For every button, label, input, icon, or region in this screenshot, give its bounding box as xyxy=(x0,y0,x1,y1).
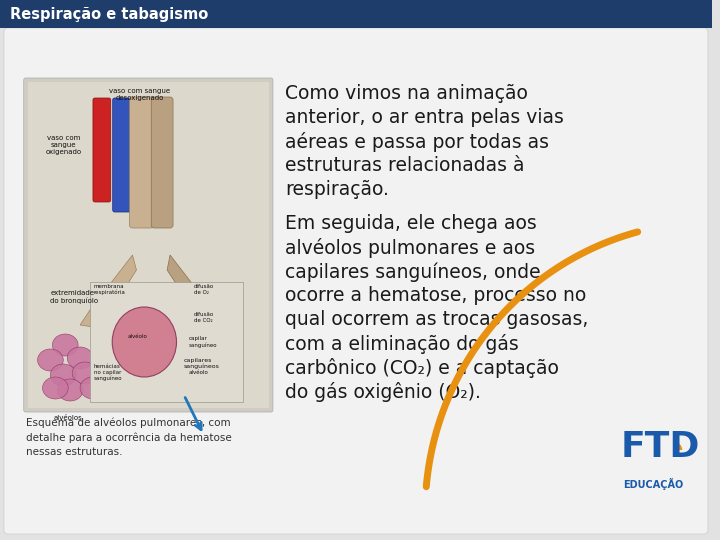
Ellipse shape xyxy=(53,334,78,356)
FancyBboxPatch shape xyxy=(93,98,111,202)
Ellipse shape xyxy=(112,307,176,377)
FancyBboxPatch shape xyxy=(24,78,273,412)
Ellipse shape xyxy=(187,335,211,355)
Text: difusão
de O₂: difusão de O₂ xyxy=(194,284,214,295)
Bar xyxy=(0,0,712,28)
Wedge shape xyxy=(675,442,683,450)
Text: vaso com sangue
desoxigenado: vaso com sangue desoxigenado xyxy=(109,88,170,101)
FancyArrowPatch shape xyxy=(185,397,201,430)
Text: carbônico (CO₂) e a captação: carbônico (CO₂) e a captação xyxy=(285,358,559,378)
Bar xyxy=(27,82,269,408)
Text: com a eliminação do gás: com a eliminação do gás xyxy=(285,334,518,354)
Text: ocorre a hematose, processo no: ocorre a hematose, processo no xyxy=(285,286,586,305)
Text: vaso com
sangue
oxigenado: vaso com sangue oxigenado xyxy=(45,135,81,155)
Text: EDUCAÇÃO: EDUCAÇÃO xyxy=(623,478,683,490)
Text: Como vimos na animação: Como vimos na animação xyxy=(285,84,528,103)
FancyBboxPatch shape xyxy=(130,97,153,228)
Text: aéreas e passa por todas as: aéreas e passa por todas as xyxy=(285,132,549,152)
FancyBboxPatch shape xyxy=(151,97,173,228)
Text: respiração.: respiração. xyxy=(285,180,389,199)
Text: alvéolos: alvéolos xyxy=(53,415,82,421)
Text: Respiração e tabagismo: Respiração e tabagismo xyxy=(10,6,208,22)
Ellipse shape xyxy=(199,378,223,398)
Ellipse shape xyxy=(174,348,198,368)
Text: capilares sanguíneos, onde: capilares sanguíneos, onde xyxy=(285,262,541,281)
FancyBboxPatch shape xyxy=(113,98,130,212)
FancyBboxPatch shape xyxy=(4,28,708,534)
Ellipse shape xyxy=(192,363,215,383)
Text: qual ocorrem as trocas gasosas,: qual ocorrem as trocas gasosas, xyxy=(285,310,588,329)
Text: hemácias
no capilar
sanguíneo: hemácias no capilar sanguíneo xyxy=(94,364,122,381)
Ellipse shape xyxy=(80,377,106,399)
Ellipse shape xyxy=(207,348,230,368)
Ellipse shape xyxy=(72,362,98,384)
Text: FTD: FTD xyxy=(621,430,701,464)
Text: capilar
sanguíneo: capilar sanguíneo xyxy=(189,336,217,348)
Text: alvéolo: alvéolo xyxy=(189,369,209,375)
Ellipse shape xyxy=(67,347,93,369)
Polygon shape xyxy=(167,255,219,323)
Text: membrana
respiratória: membrana respiratória xyxy=(94,284,126,295)
Polygon shape xyxy=(80,255,137,328)
Text: alvéolo: alvéolo xyxy=(127,334,148,340)
Text: extremidade
do bronquíolo: extremidade do bronquíolo xyxy=(50,290,99,303)
Ellipse shape xyxy=(42,377,68,399)
Text: Em seguida, ele chega aos: Em seguida, ele chega aos xyxy=(285,214,536,233)
Text: alvéolos pulmonares e aos: alvéolos pulmonares e aos xyxy=(285,238,535,258)
Text: do gás oxigênio (O₂).: do gás oxigênio (O₂). xyxy=(285,382,481,402)
Ellipse shape xyxy=(58,379,83,401)
Ellipse shape xyxy=(212,363,235,383)
Text: anterior, o ar entra pelas vias: anterior, o ar entra pelas vias xyxy=(285,108,564,127)
Text: capilares
sanguíneos: capilares sanguíneos xyxy=(184,358,220,369)
Ellipse shape xyxy=(177,377,201,397)
Text: Esquema de alvéolos pulmonares, com
detalhe para a ocorrência da hematose
nessas: Esquema de alvéolos pulmonares, com deta… xyxy=(26,418,231,457)
Bar xyxy=(90,282,243,402)
Ellipse shape xyxy=(50,364,76,386)
Ellipse shape xyxy=(37,349,63,371)
Text: difusão
de CO₂: difusão de CO₂ xyxy=(194,312,214,323)
Text: estruturas relacionadas à: estruturas relacionadas à xyxy=(285,156,524,175)
